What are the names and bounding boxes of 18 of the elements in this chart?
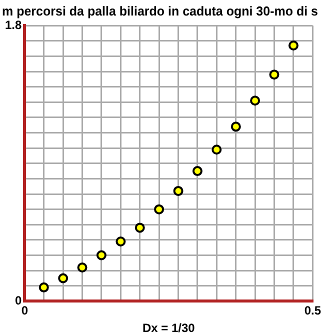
point: [250, 96, 260, 106]
point: [269, 70, 280, 80]
point: [230, 122, 241, 132]
point: [192, 166, 202, 176]
point: [96, 250, 106, 260]
point: [173, 186, 184, 196]
point: [116, 236, 126, 246]
point: [58, 273, 68, 284]
point: [77, 262, 88, 273]
point: [288, 40, 298, 51]
point: [212, 144, 222, 155]
y-tick-label: 1.8: [4, 18, 22, 32]
x-axis-title: Dx = 1/30: [142, 321, 196, 336]
point: [154, 204, 164, 214]
chart-title: m percorsi da palla biliardo in caduta ogni 30-mo di s: [2, 3, 318, 18]
x-tick-label: 0.5: [304, 304, 322, 318]
point: [38, 282, 49, 292]
point: [134, 222, 145, 233]
